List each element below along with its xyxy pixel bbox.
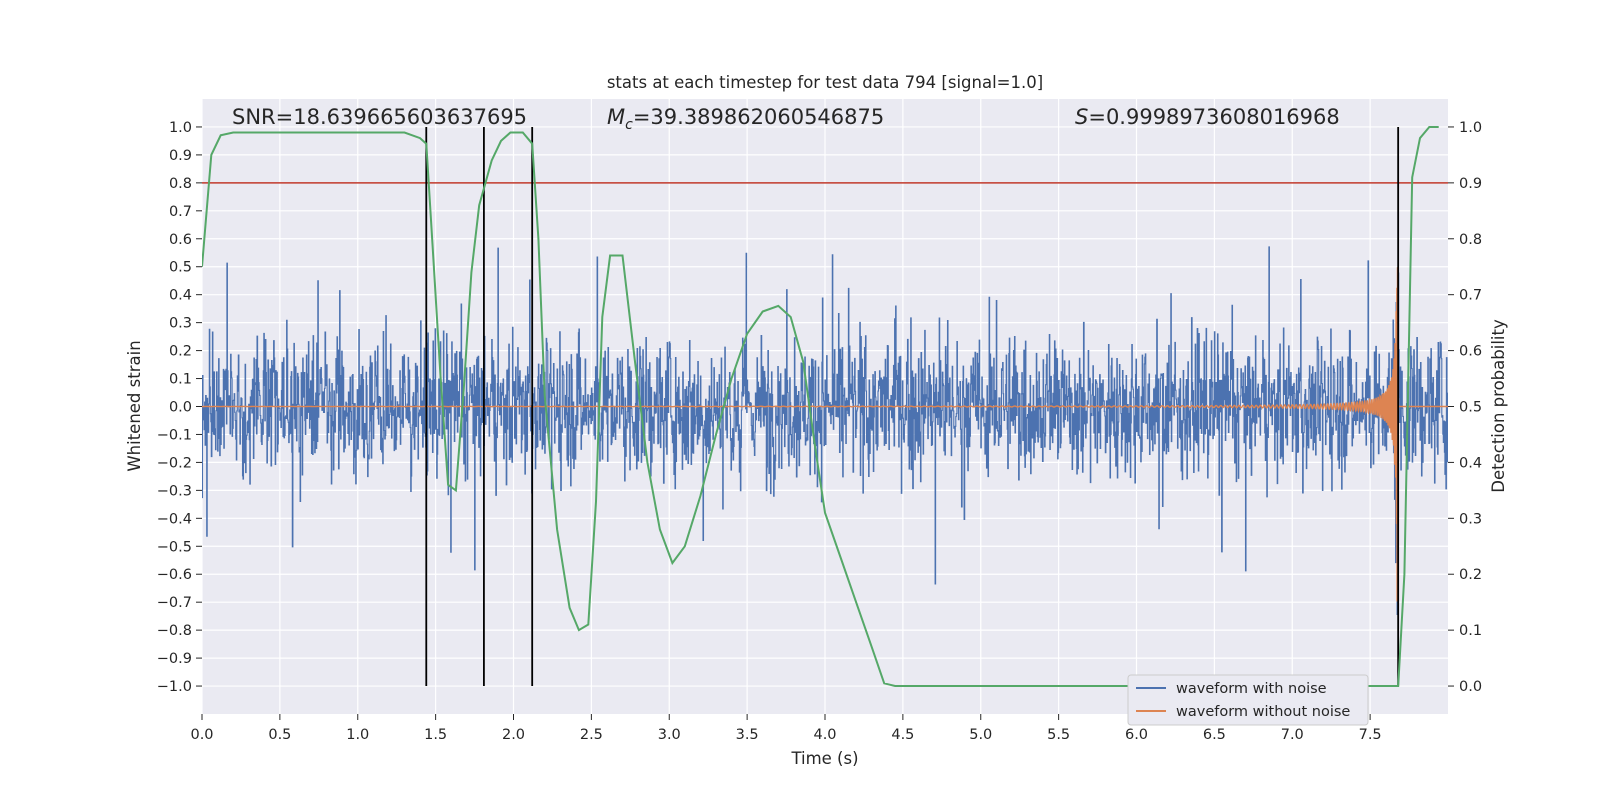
legend-entry-clean: waveform without noise [1176,704,1350,720]
y-tick-label: 0.1 [169,372,192,388]
snr-annotation: SNR=18.639665603637695 [232,105,527,129]
detection-probability-series [202,126,1439,687]
y2-tick-label: 0.7 [1459,288,1482,304]
y-axis-ticks: 1.0 0.9 0.8 0.7 0.6 0.5 0.4 0.3 0.2 0.1 0.0 −0.1 −0.… [157,120,202,695]
y-tick-label: −0.1 [157,427,192,443]
y-tick-label: 0.2 [169,344,192,360]
y-axis-label: Whitened strain [125,340,144,471]
y-tick-label: −0.2 [157,455,192,471]
y-tick-label: −0.6 [157,567,192,583]
x-tick-label: 2.5 [580,727,603,743]
y2-tick-label: 0.8 [1459,232,1482,248]
y-tick-label: 0.3 [169,316,192,332]
x-tick-label: 6.5 [1203,727,1226,743]
x-tick-label: 1.5 [424,727,447,743]
y-tick-label: −0.9 [157,651,192,667]
waveform-without-noise-series [202,267,1448,602]
y-tick-label: 0.6 [169,232,192,248]
x-tick-label: 7.0 [1281,727,1304,743]
y-tick-label: 0.4 [169,288,192,304]
chart-title: stats at each timestep for test data 794… [607,73,1043,92]
y-tick-label: 0.9 [169,148,192,164]
noise-waveform-path [202,246,1448,616]
y2-tick-label: 0.3 [1459,511,1482,527]
y-tick-label: −0.3 [157,483,192,499]
x-tick-label: 5.0 [969,727,992,743]
y-tick-label: 1.0 [169,120,192,136]
y2-tick-label: 0.5 [1459,400,1482,416]
clean-waveform-path [202,267,1448,602]
x-tick-label: 4.0 [813,727,836,743]
mc-symbol: M [607,105,625,129]
x-tick-label: 4.5 [891,727,914,743]
legend-box [1127,674,1369,726]
x-tick-label: 1.0 [346,727,369,743]
waveform-with-noise-series [202,246,1448,616]
mc-subscript: c [625,117,633,133]
y-tick-label: 0.8 [169,176,192,192]
legend-entry-noise: waveform with noise [1176,681,1327,697]
x-axis-ticks: 0.0 0.5 1.0 1.5 2.0 2.5 3.0 3.5 4.0 4.5 5.0 5.5 6.0 6… [190,714,1382,743]
x-tick-label: 7.5 [1359,727,1382,743]
y2-axis-ticks: 1.0 0.9 0.8 0.7 0.6 0.5 0.4 0.3 0.2 0.1 0.0 [1448,120,1482,695]
y-tick-label: 0.7 [169,204,192,220]
legend: waveform with noise waveform without noi… [1127,674,1369,726]
y-tick-label: −0.5 [157,539,192,555]
x-tick-label: 0.0 [190,727,213,743]
y2-tick-label: 0.4 [1459,455,1482,471]
vertical-marker-lines [425,126,1400,687]
s-value: =0.9998973608016968 [1088,105,1339,129]
y2-tick-label: 0.6 [1459,344,1482,360]
x-axis-label: Time (s) [790,749,858,768]
chirp-mass-annotation: Mc=39.389862060546875 [607,105,884,133]
x-tick-label: 3.0 [658,727,681,743]
y2-tick-label: 0.1 [1459,623,1482,639]
score-annotation: S=0.9998973608016968 [1075,105,1340,129]
y2-tick-label: 1.0 [1459,120,1482,136]
y2-tick-label: 0.0 [1459,679,1482,695]
y-tick-label: 0.5 [169,260,192,276]
y-tick-label: −0.7 [157,595,192,611]
x-tick-label: 0.5 [268,727,291,743]
y-tick-label: −0.4 [157,511,192,527]
x-tick-label: 6.0 [1125,727,1148,743]
s-symbol: S [1075,105,1088,129]
y-tick-label: 0.0 [169,400,192,416]
y2-tick-label: 0.2 [1459,567,1482,583]
y-tick-label: −0.8 [157,623,192,639]
x-tick-label: 5.5 [1047,727,1070,743]
y2-axis-label: Detection probability [1489,319,1508,493]
y2-tick-label: 0.9 [1459,176,1482,192]
y-tick-label: −1.0 [157,679,192,695]
x-tick-label: 3.5 [736,727,759,743]
x-tick-label: 2.0 [502,727,525,743]
mc-value: =39.389862060546875 [633,105,884,129]
